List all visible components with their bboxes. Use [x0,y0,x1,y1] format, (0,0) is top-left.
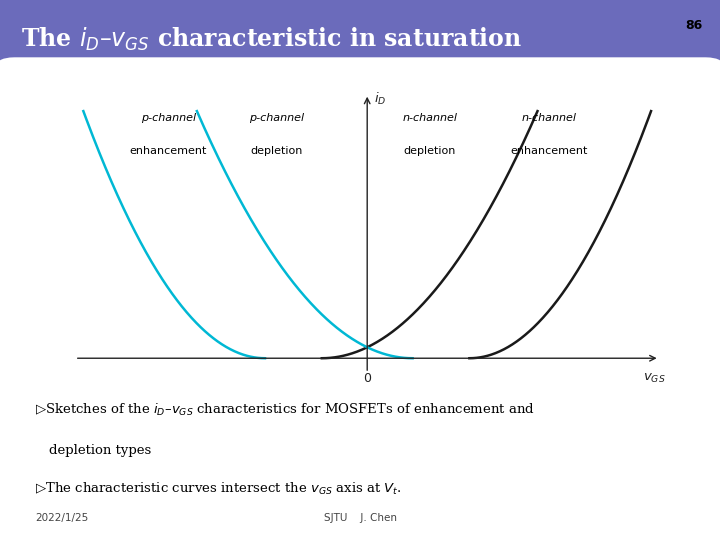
Text: depletion types: depletion types [49,444,151,457]
Text: SJTU    J. Chen: SJTU J. Chen [323,513,397,523]
Text: n-channel: n-channel [521,113,577,124]
Text: enhancement: enhancement [510,146,588,156]
Text: 0: 0 [363,372,372,385]
Text: 86: 86 [685,19,702,32]
Text: depletion: depletion [250,146,302,156]
Text: The $i_D$–$v_{GS}$ characteristic in saturation: The $i_D$–$v_{GS}$ characteristic in sat… [21,26,522,53]
Text: $\triangleright$Sketches of the $i_D$–$v_{GS}$ characteristics for MOSFETs of en: $\triangleright$Sketches of the $i_D$–$v… [35,402,535,418]
Text: p-channel: p-channel [141,113,196,124]
Text: p-channel: p-channel [249,113,304,124]
Text: depletion: depletion [403,146,456,156]
FancyBboxPatch shape [0,56,720,540]
FancyBboxPatch shape [0,0,720,73]
Text: $i_D$: $i_D$ [374,91,387,107]
Text: 2022/1/25: 2022/1/25 [35,513,89,523]
Text: $v_{GS}$: $v_{GS}$ [642,372,665,385]
Text: enhancement: enhancement [130,146,207,156]
Text: $\triangleright$The characteristic curves intersect the $v_{GS}$ axis at $V_t$.: $\triangleright$The characteristic curve… [35,481,402,497]
Text: n-channel: n-channel [402,113,457,124]
